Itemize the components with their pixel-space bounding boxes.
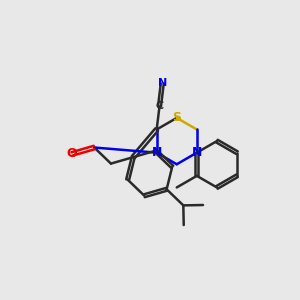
Text: C: C — [155, 101, 164, 112]
Text: N: N — [158, 79, 167, 88]
Text: O: O — [67, 147, 77, 161]
Text: S: S — [172, 111, 181, 124]
Text: N: N — [192, 146, 202, 159]
Text: N: N — [152, 146, 162, 159]
